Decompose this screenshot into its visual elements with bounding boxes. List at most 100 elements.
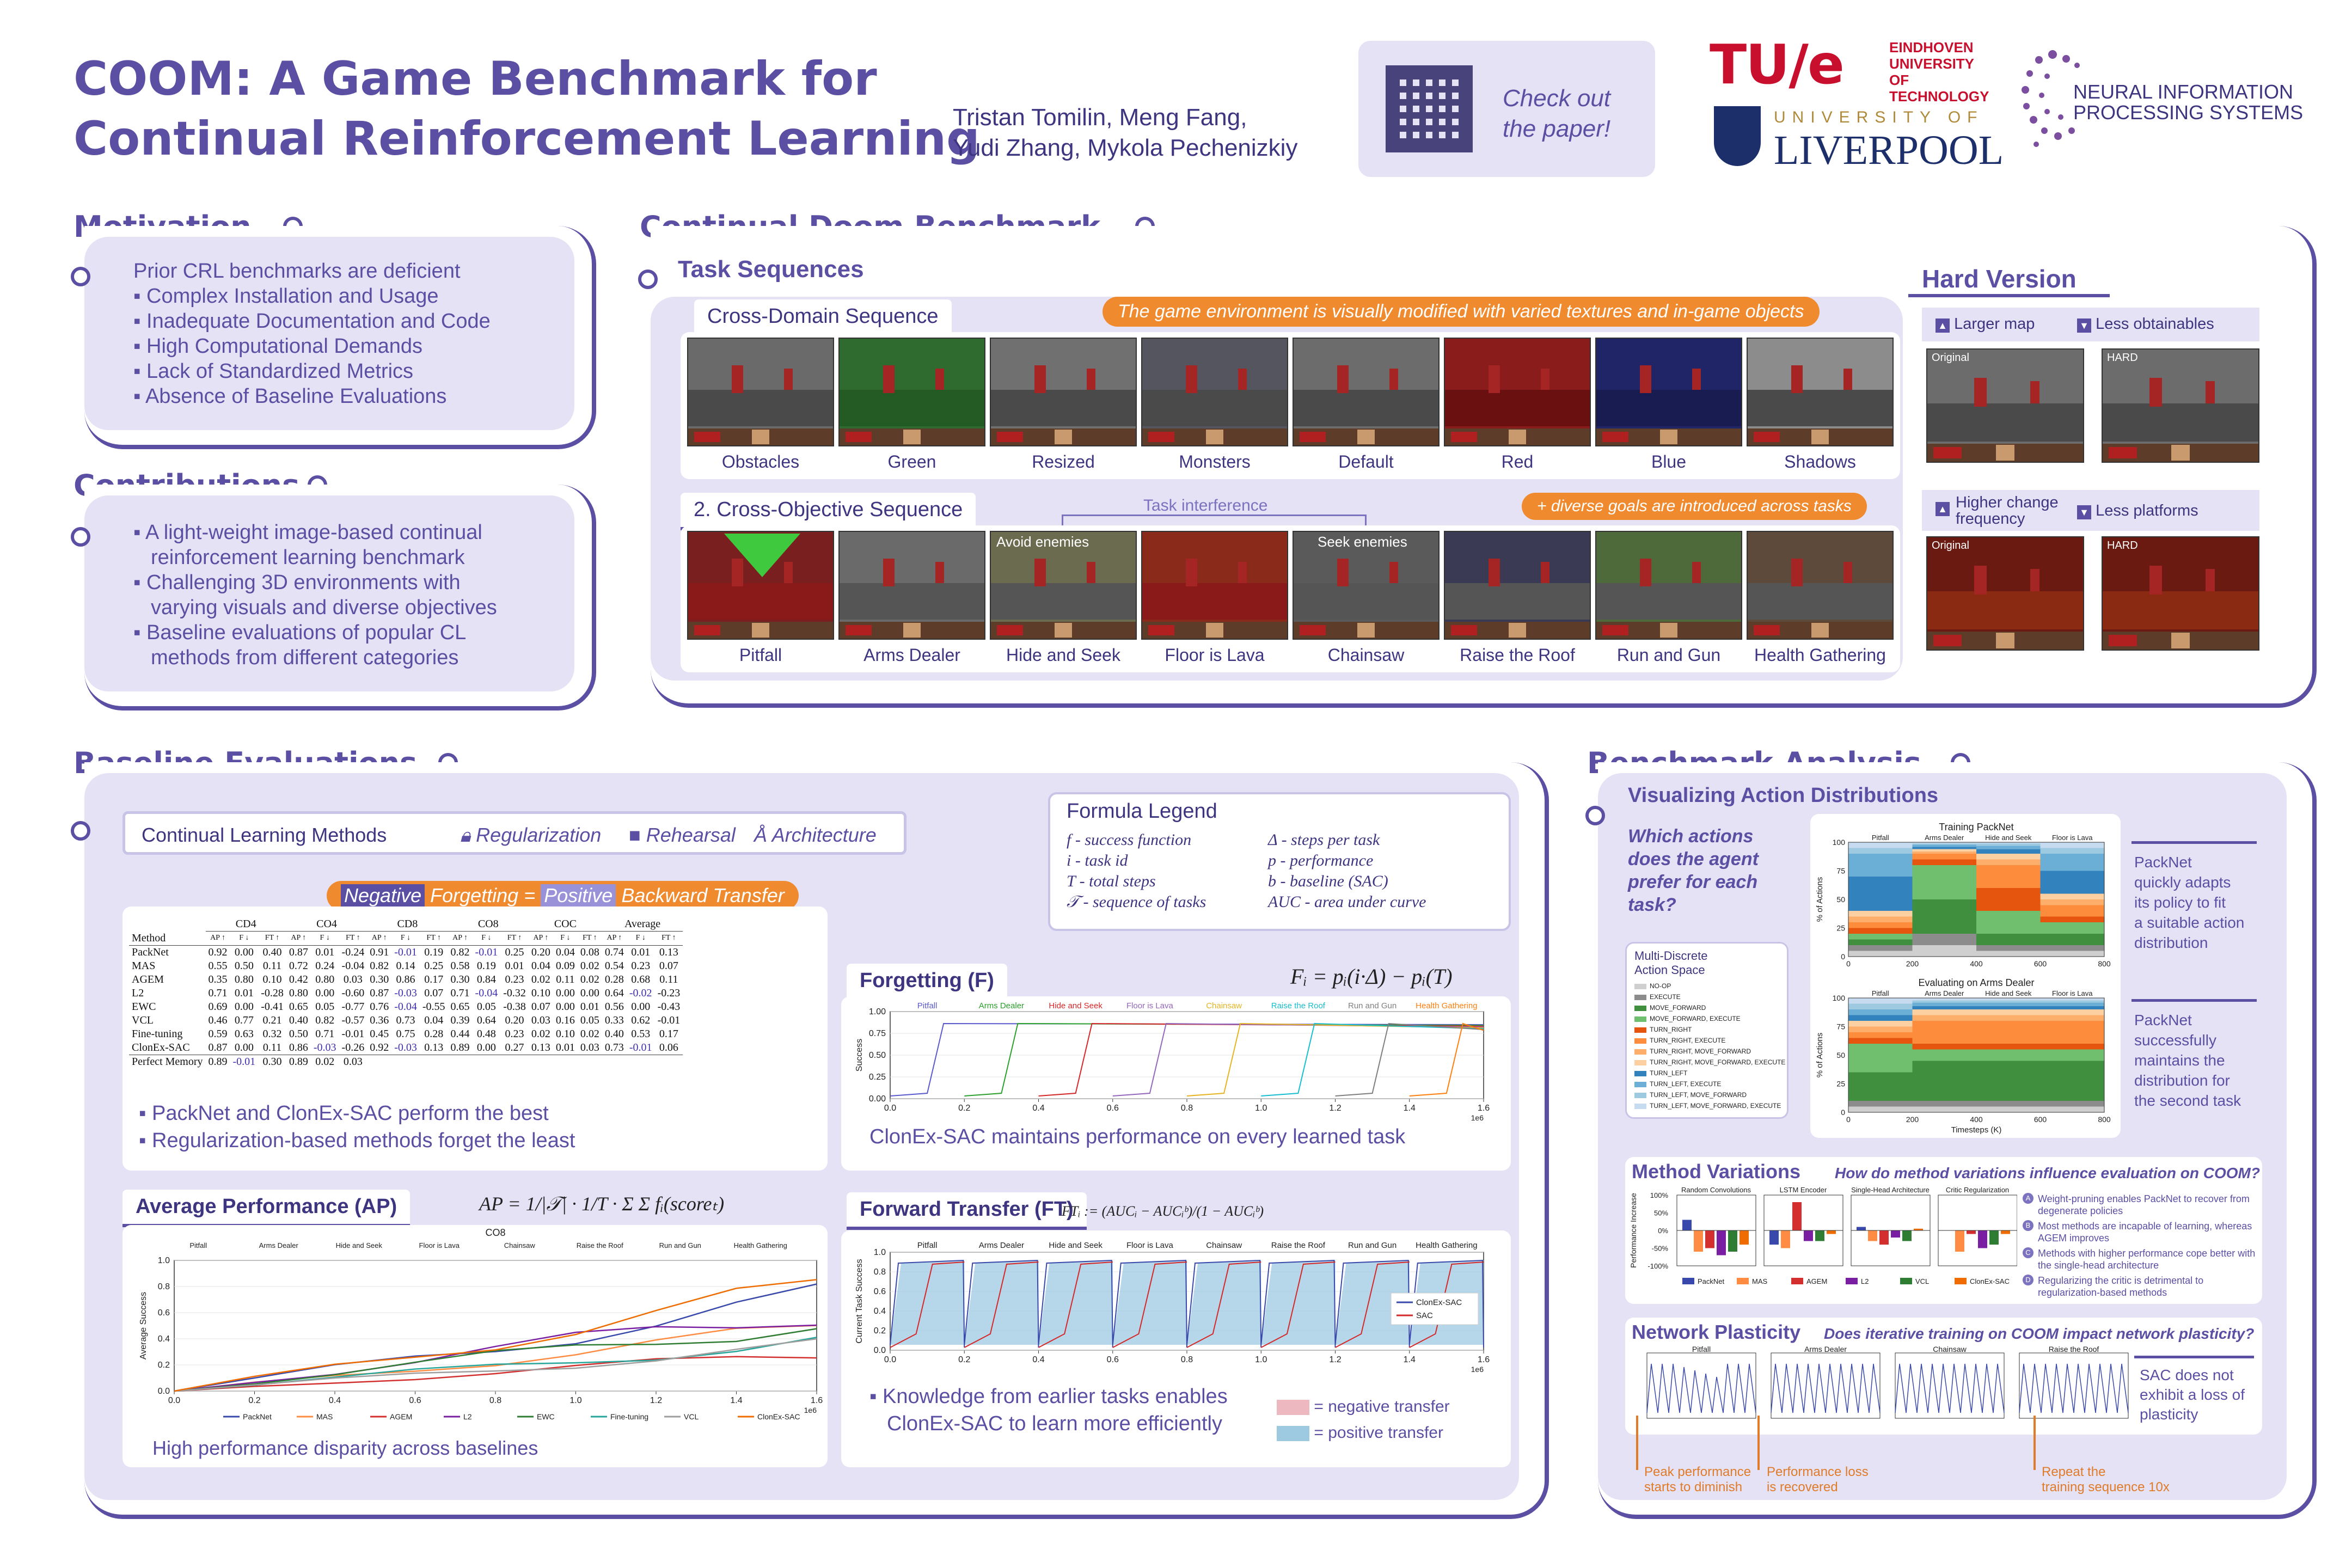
action-share: [1848, 911, 1913, 917]
table-cell: 0.04: [531, 959, 550, 972]
y-tick-label: 0.75: [869, 1029, 886, 1038]
formula-legend-left: f - success function i - task id T - total…: [1067, 830, 1206, 912]
ap-note: High performance disparity across baseli…: [152, 1437, 538, 1459]
table-row: PackNet 0.92 0.00 0.40 0.87 0.01 -0.24 0.91 -0.0…: [129, 945, 683, 959]
x-tick-label: 0.0: [884, 1355, 896, 1364]
action-share: [1848, 1015, 1913, 1021]
plasticity-panel: [1771, 1352, 1881, 1419]
contribution-item-cont: reinforcement learning benchmark: [151, 546, 465, 569]
reg-label: Regularization: [476, 824, 602, 846]
tab-cross-objective[interactable]: 2. Cross-Objective Sequence: [681, 493, 976, 530]
variations-title: Method Variations: [1632, 1160, 1801, 1183]
action-question: Which actions does the agent prefer for ea…: [1628, 826, 1759, 915]
action-share: [2040, 916, 2104, 922]
tab-cross-domain[interactable]: Cross-Domain Sequence: [694, 299, 952, 337]
legend-entry: PackNet: [1698, 1277, 1725, 1285]
variation-bar: [1815, 1230, 1824, 1241]
action-dist-card: Training PackNet Pitfall Arms Dealer Hide a…: [1810, 814, 2121, 1138]
action-space-title-1: Multi-Discrete: [1634, 949, 1708, 963]
clonex-line: [890, 1259, 965, 1348]
action-legend-entry: TURN_RIGHT: [1634, 1024, 1785, 1035]
qr-card[interactable]: Check out the paper!: [1358, 41, 1655, 177]
table-cell: 0.59: [208, 1027, 228, 1040]
variation-bar: [1857, 1227, 1866, 1230]
action-share: [1848, 1026, 1913, 1032]
table-cell: 0.73: [604, 1041, 624, 1054]
table-cell: 0.48: [476, 1027, 496, 1040]
action-swatch: [1634, 1027, 1646, 1033]
cross-objective-thumbnail: [1293, 531, 1440, 640]
cross-domain-task-label: Red: [1501, 452, 1534, 471]
cross-objective-thumbnail: [990, 531, 1137, 640]
task-label: Run and Gun: [1348, 1001, 1396, 1010]
action-legend-entry: TURN_LEFT, MOVE_FORWARD, EXECUTE: [1634, 1100, 1785, 1111]
cross-domain-thumbnail: [1141, 338, 1288, 446]
ft-title: Forward Transfer (FT): [847, 1192, 1087, 1230]
task-label: Floor is Lava: [1126, 1241, 1174, 1250]
cross-domain-note: The game environment is visually modifie…: [1102, 297, 1820, 327]
table-sub-header: AP ↑: [533, 934, 549, 942]
x-tick-label: 1.0: [569, 1396, 581, 1405]
table-cell: 0.20: [531, 946, 550, 958]
task-seq-bullet-icon: [638, 270, 658, 289]
action-share: [1912, 998, 1976, 1001]
plasticity-card: Network Plasticity Does iterative traini…: [1625, 1318, 2262, 1435]
plasticity-ann-1: Peak performance starts to diminish: [1644, 1465, 1751, 1494]
cross-domain-thumbnail: [687, 338, 834, 446]
variations-chart: Performance Increase 100% 50% 0% -50% -100% Ra…: [1629, 1186, 2017, 1285]
table-group-header: COC: [528, 917, 602, 932]
y-tick-label: 25: [1836, 1080, 1845, 1088]
y-tick-label: 1.0: [874, 1248, 886, 1257]
ap-title: Average Performance (AP): [122, 1190, 411, 1227]
ap-chart: CO8 Pitfall Arms Dealer Hide and Seek Floor …: [139, 1227, 823, 1421]
formula-legend-item: AUC - area under curve: [1268, 893, 1426, 911]
x-tick-label: 600: [2034, 1115, 2047, 1124]
table-cell: 0.53: [631, 1027, 651, 1040]
y-axis-label: Performance Increase: [1629, 1193, 1638, 1268]
ann-line-1: [1636, 1416, 1638, 1470]
action-share: [1848, 1106, 1913, 1112]
legend-entry: VCL: [684, 1412, 699, 1421]
table-cell: 0.40: [262, 946, 282, 958]
x-tick-label: 0.6: [1107, 1104, 1119, 1113]
table-cell: 0.00: [555, 987, 575, 999]
action-share: [1912, 844, 1976, 847]
table-sub-header: AP ↑: [291, 934, 307, 942]
disk-icon: ■: [629, 824, 641, 846]
table-cell: 0.91: [370, 946, 389, 958]
cross-objective-thumbnail: [1747, 531, 1894, 640]
table-cell: [448, 1055, 473, 1069]
formula-legend-item: p - performance: [1268, 852, 1374, 869]
x-tick-label: 0: [1846, 1115, 1851, 1124]
action-share: [1848, 854, 1913, 877]
table-cell: 0.07: [659, 959, 678, 972]
sac-line: [1038, 1261, 1113, 1348]
table-row: Perfect Memory 0.89 -0.01 0.30 0.89 0.02 0.03: [129, 1055, 683, 1069]
action-name: EXECUTE: [1650, 993, 1681, 1001]
action-share: [1976, 846, 2041, 849]
table-cell: 0.76: [370, 1000, 389, 1013]
title-line-2: Continual Reinforcement Learning: [74, 112, 980, 166]
variation-note: D Regularizing the critic is detrimental …: [2023, 1275, 2257, 1298]
formula-legend-right: Δ - steps per task p - performance b - bas…: [1268, 830, 1426, 912]
action-share: [1912, 1044, 1976, 1050]
action-space-title-2: Action Space: [1634, 963, 1705, 977]
ft-legend: ClonEx-SAC SAC: [1391, 1293, 1479, 1325]
action-share: [1912, 854, 1976, 860]
variation-group-label: Critic Regularization: [1946, 1186, 2009, 1194]
table-cell: 0.10: [531, 987, 550, 999]
ft-pos-legend: = positive transfer: [1277, 1420, 1450, 1446]
table-cell: 0.23: [505, 1027, 524, 1040]
table-cell: 0.86: [396, 973, 415, 985]
table-cell: 0.14: [396, 959, 415, 972]
action-share: [1912, 899, 1976, 934]
action-name: NO-OP: [1650, 982, 1671, 990]
table-cell: -0.55: [422, 1000, 445, 1013]
clonex-line: [1260, 1259, 1336, 1348]
action-share: [1976, 934, 2041, 945]
plasticity-line: [1646, 1363, 1756, 1413]
formula-legend-title: Formula Legend: [1067, 800, 1217, 823]
task-label: Health Gathering: [1416, 1241, 1477, 1250]
ft-note: ▪ Knowledge from earlier tasks enables: [869, 1385, 1228, 1408]
table-cell: 0.05: [476, 1000, 496, 1013]
